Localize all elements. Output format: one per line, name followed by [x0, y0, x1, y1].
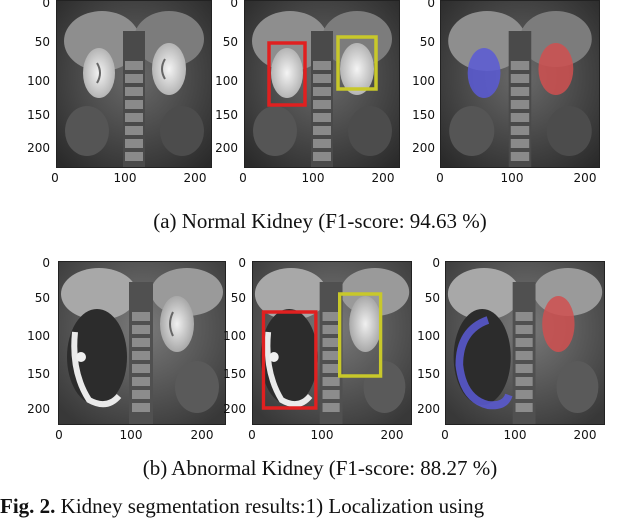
x-tick: 200: [190, 428, 214, 442]
mri-image-abnormal-localized: [252, 261, 412, 425]
y-tick: 100: [417, 329, 440, 343]
segmentation-left: [467, 48, 501, 98]
x-tick: 200: [183, 171, 207, 185]
y-tick: 200: [223, 402, 246, 416]
y-tick: 200: [27, 402, 50, 416]
y-tick: 0: [42, 0, 50, 10]
figure-label: Fig. 2.: [0, 494, 56, 518]
mri-image-abnormal: [58, 261, 226, 425]
mri-image-normal: [56, 0, 212, 168]
y-tick: 150: [412, 108, 435, 122]
subfigure-caption-b: (b) Abnormal Kidney (F1-score: 88.27 %): [142, 456, 498, 480]
y-tick: 50: [222, 35, 238, 49]
x-tick: 100: [310, 428, 334, 442]
y-tick: 200: [412, 141, 435, 155]
mri-image-normal-segmented: [440, 0, 600, 168]
y-tick: 200: [27, 141, 50, 155]
x-tick: 0: [441, 428, 449, 442]
y-tick: 150: [27, 367, 50, 381]
y-tick: 0: [238, 256, 246, 270]
bounding-box-left: [261, 310, 318, 410]
x-tick: 200: [371, 171, 395, 185]
y-tick: 50: [34, 291, 50, 305]
y-tick: 50: [419, 35, 435, 49]
y-tick: 0: [42, 256, 50, 270]
figure-caption: Fig. 2. Kidney segmentation results:1) L…: [0, 494, 640, 519]
y-tick: 100: [27, 329, 50, 343]
bounding-box-left: [267, 41, 307, 107]
y-tick: 0: [427, 0, 435, 10]
x-tick: 200: [380, 428, 404, 442]
y-tick: 50: [424, 291, 440, 305]
y-tick: 100: [223, 329, 246, 343]
y-tick: 50: [230, 291, 246, 305]
x-tick: 0: [51, 171, 59, 185]
subfigure-caption-a: (a) Normal Kidney (F1-score: 94.63 %): [153, 209, 487, 233]
x-tick: 100: [503, 428, 527, 442]
x-tick: 100: [301, 171, 325, 185]
x-tick: 0: [55, 428, 63, 442]
y-tick: 50: [34, 35, 50, 49]
bounding-box-right: [336, 35, 378, 91]
x-tick: 100: [113, 171, 137, 185]
mri-image-normal-localized: [244, 0, 400, 168]
x-tick: 0: [239, 171, 247, 185]
x-tick: 0: [248, 428, 256, 442]
bounding-box-right: [337, 292, 383, 378]
figure-caption-text: Kidney segmentation results:1) Localizat…: [60, 494, 485, 518]
mri-image-abnormal-segmented: [445, 261, 605, 425]
y-tick: 100: [215, 74, 238, 88]
x-tick: 100: [500, 171, 524, 185]
x-tick: 200: [573, 428, 597, 442]
y-tick: 200: [215, 141, 238, 155]
y-tick: 150: [215, 108, 238, 122]
segmentation-right: [542, 296, 575, 352]
segmentation-left: [455, 316, 513, 410]
y-tick: 150: [27, 108, 50, 122]
y-tick: 200: [417, 402, 440, 416]
y-tick: 100: [27, 74, 50, 88]
y-tick: 0: [432, 256, 440, 270]
y-tick: 150: [223, 367, 246, 381]
x-tick: 0: [436, 171, 444, 185]
y-tick: 150: [417, 367, 440, 381]
y-tick: 100: [412, 74, 435, 88]
segmentation-right: [538, 43, 574, 95]
x-tick: 200: [573, 171, 597, 185]
y-tick: 0: [230, 0, 238, 10]
x-tick: 100: [119, 428, 143, 442]
